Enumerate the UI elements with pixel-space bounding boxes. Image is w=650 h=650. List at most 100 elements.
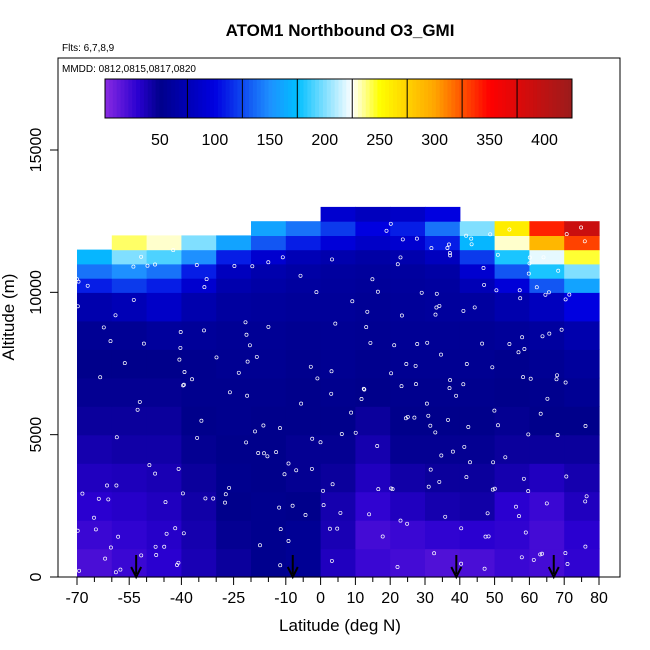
sample-marker [349,410,354,415]
sample-marker [178,330,183,334]
sample-marker [469,242,474,247]
sample-marker [85,283,90,288]
sample-marker [278,563,283,568]
colorbar-swatch [116,79,122,118]
colorbar-swatch [136,79,141,118]
sample-marker [555,373,559,378]
heatmap-cell [390,406,426,436]
heatmap-cell [320,548,356,578]
sample-marker [375,289,380,294]
colorbar-swatch [416,79,421,118]
sample-marker [244,440,249,445]
sample-marker [554,377,559,382]
sample-marker [414,236,419,241]
sample-marker [434,305,439,310]
heatmap-cell [146,491,182,521]
x-tick-label: 60 [521,590,539,607]
heatmap-cell [146,406,182,436]
heatmap-cell [459,377,496,407]
colorbar-label: 50 [151,132,169,149]
heatmap-cell [529,520,565,550]
sample-marker [447,242,451,247]
sample-marker [485,511,490,516]
heatmap-cell [355,491,391,521]
sample-marker [495,252,500,257]
sample-marker [101,325,106,330]
heatmap-cell [216,278,252,293]
heatmap-cell [425,206,461,222]
heatmap-cell [390,206,426,222]
colorbar-swatch [315,79,320,118]
sample-marker [195,435,200,440]
sample-marker [256,451,261,455]
sample-marker [177,357,182,362]
sample-marker [236,370,241,375]
sample-marker [314,290,319,295]
heatmap-cell [146,249,182,265]
heatmap-cell [529,263,565,279]
colorbar-label: 100 [202,132,229,149]
colorbar-swatch [544,79,550,118]
heatmap-cell [564,263,600,279]
colorbar-swatch [326,79,332,118]
heatmap-cell [146,235,182,251]
colorbar-swatch [241,79,246,118]
sample-marker [199,418,204,423]
colorbar-swatch [435,79,441,118]
sample-marker [329,558,334,563]
colorbar-swatch [420,79,425,118]
heatmap-cell [564,491,600,521]
colorbar-swatch [501,79,507,118]
colorbar-swatch [482,79,487,118]
sample-marker [490,487,495,492]
colorbar-swatch [330,79,336,118]
colorbar-swatch [443,79,448,118]
heatmap-cell [459,235,496,251]
sample-marker [398,518,403,523]
sample-marker [403,416,408,421]
sample-marker [380,534,385,539]
heatmap-cell [494,235,530,251]
heatmap-cell [564,520,600,550]
sample-marker [137,399,142,404]
y-tick-label: 10000 [28,270,45,315]
heatmap-cell [529,278,565,293]
sample-marker [227,390,232,395]
colorbar-swatch [361,79,367,118]
colorbar-swatch [112,79,118,118]
x-tick-label: 70 [555,590,573,607]
heatmap-cell [251,278,287,293]
heatmap-cell [111,434,148,464]
sample-marker [298,273,303,278]
sample-marker [339,432,344,436]
heatmap-cell [529,235,565,251]
colorbar-swatch [478,79,483,118]
colorbar-swatch [389,79,394,118]
sample-marker [321,488,325,493]
sample-marker [280,255,285,260]
heatmap-cell [111,377,148,407]
heatmap-cell [216,263,252,279]
sample-marker [399,313,404,318]
sample-marker [450,449,455,454]
sample-marker [294,468,299,473]
colorbar-swatch [548,79,554,118]
colorbar-swatch [233,79,238,118]
heatmap-cell [459,249,496,265]
heatmap-cell [425,292,461,322]
sample-marker [405,521,410,526]
sample-marker [266,260,271,265]
sample-marker [182,370,187,374]
colorbar-swatch [342,79,347,118]
colorbar-swatch [373,79,378,118]
sample-marker [517,288,522,293]
heatmap-cell [181,406,217,436]
sample-marker [544,501,549,506]
sample-marker [180,491,185,496]
colorbar-swatch [221,79,227,118]
sample-marker [447,386,452,391]
sample-marker [415,342,420,346]
sample-marker [448,253,453,258]
sample-marker [464,362,469,366]
sample-marker [80,491,85,496]
